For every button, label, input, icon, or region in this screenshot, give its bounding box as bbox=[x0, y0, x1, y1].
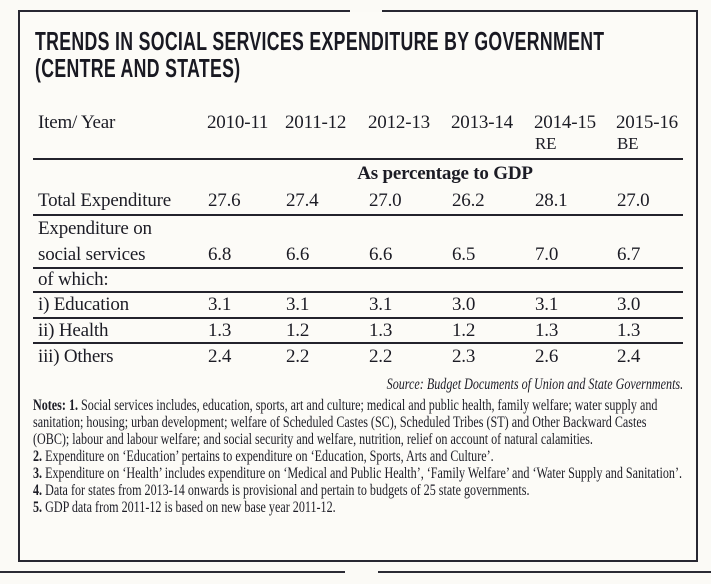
note-prefix: 4. bbox=[33, 482, 43, 499]
column-header-item-year: Item/ Year bbox=[38, 112, 116, 133]
row-label: i) Education bbox=[38, 294, 129, 315]
table-row-education: i) Education 3.1 3.1 3.1 3.0 3.1 3.0 bbox=[33, 293, 683, 319]
cell-value: 6.6 bbox=[369, 243, 393, 265]
column-header-year: 2013-14 bbox=[451, 112, 534, 135]
cell-value: 27.0 bbox=[369, 190, 402, 211]
cell-value: 1.3 bbox=[535, 319, 559, 341]
year-label: 2012-13 bbox=[368, 112, 430, 133]
bottom-rule-left bbox=[0, 571, 345, 573]
cell-value: 2.4 bbox=[208, 345, 232, 367]
note-text: GDP data from 2011-12 is based on new ba… bbox=[42, 499, 336, 516]
row-label: ii) Health bbox=[38, 319, 109, 341]
column-header-year: 2015-16 BE bbox=[616, 112, 683, 152]
year-label: 2014-15 bbox=[534, 112, 596, 133]
note-1: Notes: 1. Social services includes, educ… bbox=[33, 397, 683, 448]
cell-value: 7.0 bbox=[535, 243, 559, 265]
cell-value: 28.1 bbox=[535, 190, 568, 211]
cell-value: 3.1 bbox=[208, 294, 232, 315]
note-4: 4. Data for states from 2013-14 onwards … bbox=[33, 482, 683, 499]
table-row-total-expenditure: Total Expenditure 27.6 27.4 27.0 26.2 28… bbox=[33, 188, 683, 216]
cell-value: 3.1 bbox=[286, 294, 310, 315]
cell-value: 27.6 bbox=[208, 190, 241, 211]
column-header-year: 2014-15 RE bbox=[534, 112, 616, 152]
column-header-year: 2012-13 bbox=[368, 112, 451, 135]
title-line-1: TRENDS IN SOCIAL SERVICES EXPENDITURE BY… bbox=[35, 26, 605, 56]
note-text: Social services includes, education, spo… bbox=[33, 397, 658, 448]
cell-value: 1.3 bbox=[208, 319, 232, 341]
gdp-section-row: As percentage to GDP bbox=[33, 160, 683, 188]
note-5: 5. GDP data from 2011-12 is based on new… bbox=[33, 499, 683, 516]
cell-value: 3.0 bbox=[617, 294, 641, 315]
cell-value: 1.2 bbox=[286, 319, 310, 341]
cell-value: 2.6 bbox=[535, 345, 559, 367]
year-sub-label: BE bbox=[617, 134, 639, 153]
cell-value: 6.6 bbox=[286, 243, 310, 265]
row-label: social services bbox=[38, 243, 146, 265]
note-prefix: 5. bbox=[33, 499, 43, 516]
title-line-2: (CENTRE AND STATES) bbox=[35, 53, 241, 83]
cell-value: 1.3 bbox=[617, 319, 641, 341]
cell-value: 2.3 bbox=[452, 345, 476, 367]
cell-value: 1.3 bbox=[369, 319, 393, 341]
table-row-of-which: of which: bbox=[33, 269, 683, 293]
bottom-rule-right bbox=[378, 571, 711, 573]
cell-value: 2.4 bbox=[617, 345, 641, 367]
cell-value: 6.5 bbox=[452, 243, 476, 265]
cell-value: 3.0 bbox=[452, 294, 476, 315]
table-header-row: Item/ Year 2010-11 2011-12 2012-13 2013-… bbox=[33, 104, 683, 160]
note-prefix: Notes: 1. bbox=[33, 397, 79, 414]
year-label: 2010-11 bbox=[207, 112, 269, 133]
table-row-others: iii) Others 2.4 2.2 2.2 2.3 2.6 2.4 bbox=[33, 344, 683, 369]
cell-value: 3.1 bbox=[535, 294, 559, 315]
cell-value: 3.1 bbox=[369, 294, 393, 315]
top-border-gap bbox=[350, 10, 382, 12]
note-text: Expenditure on ‘Education’ pertains to e… bbox=[42, 448, 494, 465]
cell-value: 6.8 bbox=[208, 243, 232, 265]
column-header-year: 2011-12 bbox=[285, 112, 368, 135]
note-2: 2. Expenditure on ‘Education’ pertains t… bbox=[33, 448, 683, 465]
cell-value: 26.2 bbox=[452, 190, 485, 211]
row-label: iii) Others bbox=[38, 345, 114, 367]
cell-value: 6.7 bbox=[617, 243, 641, 265]
row-label: of which: bbox=[38, 269, 109, 290]
year-sub-label: RE bbox=[535, 134, 557, 153]
note-text: Data for states from 2013-14 onwards is … bbox=[42, 482, 530, 499]
note-prefix: 3. bbox=[33, 465, 43, 482]
column-header-year: 2010-11 bbox=[207, 112, 285, 135]
cell-value: 2.2 bbox=[286, 345, 310, 367]
year-label: 2011-12 bbox=[285, 112, 347, 133]
cell-value: 27.4 bbox=[286, 190, 319, 211]
row-label: Expenditure on bbox=[38, 218, 152, 239]
expenditure-table: Item/ Year 2010-11 2011-12 2012-13 2013-… bbox=[33, 104, 683, 369]
row-label: Total Expenditure bbox=[38, 190, 171, 211]
table-footer: Source: Budget Documents of Union and St… bbox=[33, 376, 683, 516]
gdp-section-label: As percentage to GDP bbox=[357, 163, 533, 184]
year-label: 2013-14 bbox=[451, 112, 513, 133]
source-line: Source: Budget Documents of Union and St… bbox=[386, 376, 684, 393]
note-prefix: 2. bbox=[33, 448, 43, 465]
table-row-social-services: social services 6.8 6.6 6.6 6.5 7.0 6.7 bbox=[33, 242, 683, 269]
table-row-health: ii) Health 1.3 1.2 1.3 1.2 1.3 1.3 bbox=[33, 319, 683, 344]
table-title: TRENDS IN SOCIAL SERVICES EXPENDITURE BY… bbox=[35, 26, 605, 83]
cell-value: 1.2 bbox=[452, 319, 476, 341]
note-3: 3. Expenditure on ‘Health’ includes expe… bbox=[33, 465, 683, 482]
note-text: Expenditure on ‘Health’ includes expendi… bbox=[42, 465, 683, 482]
cell-value: 27.0 bbox=[617, 190, 650, 211]
cell-value: 2.2 bbox=[369, 345, 393, 367]
article-box: TRENDS IN SOCIAL SERVICES EXPENDITURE BY… bbox=[18, 10, 698, 562]
table-row-expenditure-on: Expenditure on bbox=[33, 216, 683, 242]
year-label: 2015-16 bbox=[616, 112, 678, 133]
